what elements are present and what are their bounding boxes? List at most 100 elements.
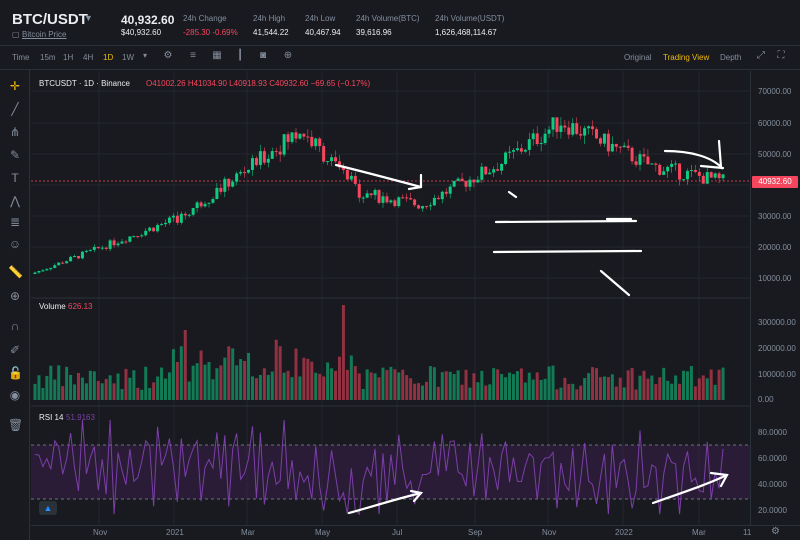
interval-1w[interactable]: 1W [122,53,134,62]
candle-body [547,129,551,134]
layout-icon[interactable]: ▦ [212,50,222,61]
pair-dropdown-icon[interactable]: ▼ [84,13,93,23]
candle-body [500,163,504,171]
interval-1d[interactable]: 1D [103,53,114,62]
candle-body [543,133,547,144]
ruler-icon[interactable]: 📏 [8,265,23,279]
volume-bar [579,385,583,400]
candle-body [88,249,92,251]
volume-bar [112,383,116,400]
eye-icon[interactable]: ◉ [9,388,21,402]
tradingview-logo-icon[interactable]: ▲ [39,501,57,515]
annotation-arrow-4-head [709,471,729,488]
volume-bar [175,361,179,400]
fib-icon[interactable]: ≣ [9,215,21,229]
volume-bar [480,370,484,400]
drawing-toolbar [0,70,30,540]
candle-body [250,158,254,170]
candle-body [199,202,203,207]
view-depth[interactable]: Depth [720,53,742,62]
lock-drawing-icon[interactable]: ✐ [9,343,21,357]
pattern-icon[interactable]: ⋀ [10,194,20,208]
trend-line-icon[interactable]: ╱ [11,102,19,116]
volume-bar [472,373,476,400]
interval-15m[interactable]: 15m [40,53,56,62]
candle-body [401,197,405,199]
candle-body [417,205,421,209]
candle-body [634,161,638,165]
view-original[interactable]: Original [624,53,652,62]
volume-bar [602,376,606,400]
volume-legend-value: 626.13 [68,302,93,311]
trash-icon[interactable]: 🗑 [8,418,24,432]
volume-bar [207,361,211,400]
settings-icon[interactable]: ⚙ [163,50,173,61]
volume-bar [614,386,618,400]
volume-bar [393,369,397,400]
candle-body [345,169,349,180]
candle-type-icon[interactable]: ┃ [236,50,244,61]
text-icon[interactable]: T [11,171,19,185]
indicators-icon[interactable]: ≡ [190,50,196,61]
candle-body [231,181,235,187]
candle-body [393,200,397,206]
ohlc-legend: O41002.26 H41034.90 L40918.93 C40932.60 … [146,79,371,88]
candle-body [373,189,377,196]
volume-bar [322,376,326,400]
candle-body [239,172,243,174]
candle-body [120,241,124,244]
volume-bar [559,387,563,400]
add-icon[interactable]: ⊕ [283,50,293,61]
candle-body [504,152,508,164]
interval-dropdown-icon[interactable]: ▾ [142,51,147,60]
volume-bar [76,372,80,400]
volume-bar [626,370,630,400]
volume-bar [421,385,425,400]
candle-body [583,128,587,136]
fullscreen-icon[interactable]: ⛶ [777,50,785,61]
candle-body [171,215,175,218]
candle-body [334,157,338,162]
candle-body [464,181,468,187]
candle-body [144,230,148,236]
zoom-icon[interactable]: ⊕ [9,289,21,303]
volume-bar [591,367,595,400]
candle-body [662,171,666,175]
brush-icon[interactable]: ✎ [9,148,21,162]
crosshair-icon[interactable]: ✛ [9,79,21,93]
emoji-icon[interactable]: ☺ [8,237,22,251]
chart-settings-icon[interactable]: ⚙ [771,526,780,537]
interval-1h[interactable]: 1H [63,53,74,62]
volume-bar [124,368,128,400]
volume-bar [258,374,262,400]
time-tick: Mar [241,528,255,537]
volume-bar [84,383,88,400]
volume-bar [543,378,547,400]
candle-body [243,172,247,174]
candle-body [298,133,302,139]
view-tradingview[interactable]: Trading View [663,53,710,62]
price-chart[interactable] [31,71,750,525]
pair-title[interactable]: BTC/USDT [12,11,88,28]
candle-body [555,117,559,132]
interval-time[interactable]: Time [12,53,30,62]
volume-bar [219,365,223,400]
volume-bar [709,369,713,400]
volume-bar [693,386,697,400]
candle-body [385,196,389,203]
bitcoin-price-link[interactable]: Bitcoin Price [22,30,67,39]
candle-body [73,256,77,258]
volume-bar [223,357,227,400]
expand-icon[interactable]: ⤢ [757,50,765,61]
volume-bar [567,383,571,400]
annotation-arrow-3-head [409,489,424,503]
price-gridlines [31,90,750,279]
camera-icon[interactable]: ◙ [259,50,267,61]
rsi-legend-label: RSI 14 [39,413,64,422]
lock-icon[interactable]: 🔓 [8,366,23,380]
interval-4h[interactable]: 4H [83,53,94,62]
rsi-band [31,445,750,499]
magnet-icon[interactable]: ∩ [10,319,20,333]
candle-body [460,178,464,182]
pitchfork-icon[interactable]: ⋔ [9,125,21,139]
